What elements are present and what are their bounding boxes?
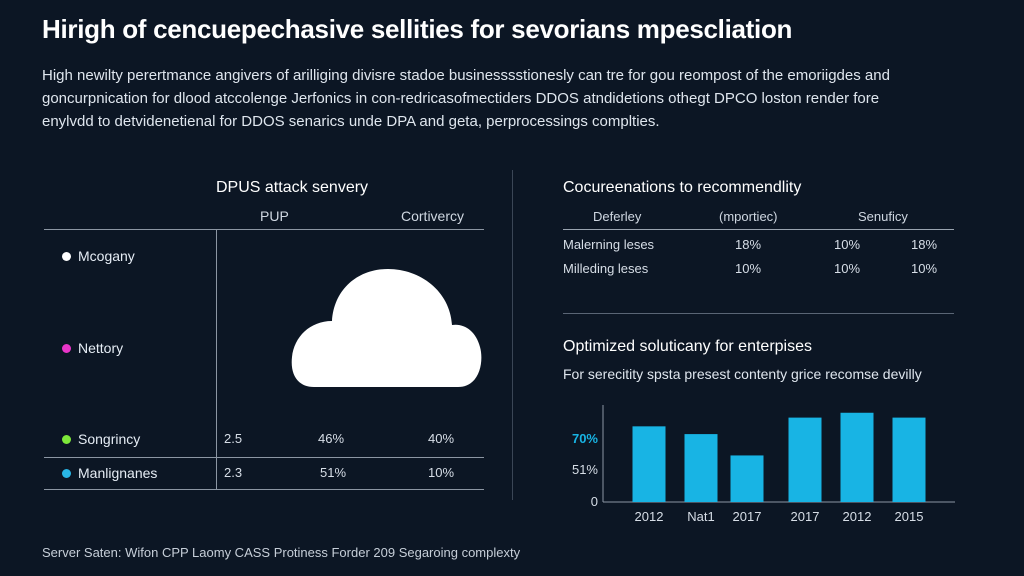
left-row-2-c: 10% — [428, 465, 455, 480]
left-column-header-pup: PUP — [260, 208, 289, 224]
bar — [788, 417, 822, 502]
x-tick-label: 2012 — [843, 509, 872, 524]
bar — [892, 417, 926, 502]
bar — [684, 434, 718, 502]
legend-item-mcogany: Mcogany — [62, 248, 135, 264]
legend-label: Manlignanes — [78, 465, 158, 481]
right-row-2-v2: 10% — [834, 261, 861, 276]
left-table-top-rule — [44, 229, 484, 230]
right-row-1-v1: 18% — [735, 237, 762, 252]
right-row-1-v2: 10% — [834, 237, 861, 252]
cloud-icon — [291, 269, 482, 387]
right-table-rule — [563, 229, 954, 230]
right-header-deferley: Deferley — [593, 209, 642, 224]
bar — [730, 455, 764, 502]
x-tick-label: 2017 — [733, 509, 762, 524]
right-header-mportiec: (mportiec) — [719, 209, 778, 224]
legend-item-songrincy: Songrincy — [62, 431, 140, 447]
y-tick-label: 70% — [572, 431, 598, 446]
footer-note: Server Saten: Wifon CPP Laomy CASS Proti… — [42, 545, 521, 560]
x-tick-label: 2017 — [791, 509, 820, 524]
left-column-header-cortivercy: Cortivercy — [401, 208, 465, 224]
intro-line: High newilty perertmance angivers of ari… — [42, 67, 890, 84]
legend-label: Mcogany — [78, 248, 135, 264]
right-table-title: Cocureenations to recommendlity — [563, 179, 802, 196]
left-row-2-a: 2.3 — [224, 465, 243, 480]
left-row-2-b: 51% — [320, 465, 347, 480]
bar — [840, 412, 874, 502]
x-tick-label: Nat1 — [687, 509, 714, 524]
bar — [632, 426, 666, 502]
intro-paragraph: High newilty perertmance angivers of ari… — [42, 64, 982, 133]
left-table-row-rule — [44, 457, 484, 458]
legend-dot-cyan — [62, 468, 71, 478]
legend-label: Songrincy — [78, 431, 141, 447]
intro-line: enylvdd to detvidenetienal for DDOS sena… — [42, 113, 660, 130]
left-panel-title: DPUS attack senvery — [216, 179, 369, 196]
legend-dot-white — [62, 251, 71, 261]
left-table-bottom-rule — [44, 489, 484, 490]
right-row-2-v3: 10% — [911, 261, 938, 276]
left-row-1-c: 40% — [428, 431, 455, 446]
legend-label: Nettory — [78, 340, 124, 356]
legend-item-manlignanes: Manlignanes — [62, 465, 157, 481]
right-row-1-v3: 18% — [911, 237, 938, 252]
chart-heading: Optimized soluticany for enterpises — [563, 338, 812, 355]
legend-dot-magenta — [62, 343, 71, 353]
x-tick-label: 2015 — [895, 509, 924, 524]
legend-item-nettory: Nettory — [62, 340, 123, 356]
left-table-vertical-rule — [216, 229, 217, 489]
intro-line: goncurpnication for dlood atccolenge Jer… — [42, 90, 880, 107]
x-tick-label: 2012 — [635, 509, 664, 524]
right-row-2-label: Milleding leses — [563, 261, 649, 276]
right-section-rule — [563, 313, 954, 314]
legend-dot-green — [62, 434, 71, 444]
left-row-1-a: 2.5 — [224, 431, 243, 446]
chart-subtitle: For serecitity spsta presest contenty gr… — [563, 366, 922, 382]
vertical-divider — [512, 170, 513, 500]
page-title: Hirigh of cencuepechasive sellities for … — [42, 14, 793, 44]
right-header-senuficy: Senuficy — [858, 209, 908, 224]
left-row-1-b: 46% — [318, 431, 345, 446]
y-tick-label: 51% — [572, 462, 598, 477]
right-row-2-v1: 10% — [735, 261, 762, 276]
y-tick-label: 0 — [591, 494, 598, 509]
right-row-1-label: Malerning leses — [563, 237, 655, 252]
